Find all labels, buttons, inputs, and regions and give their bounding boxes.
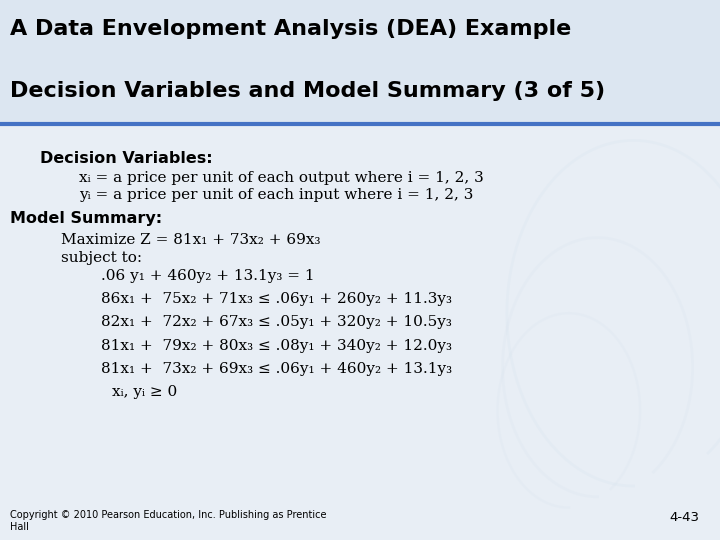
Text: xᵢ, yᵢ ≥ 0: xᵢ, yᵢ ≥ 0 — [112, 385, 177, 399]
Text: Decision Variables:: Decision Variables: — [40, 151, 212, 166]
Text: xᵢ = a price per unit of each output where i = 1, 2, 3: xᵢ = a price per unit of each output whe… — [79, 171, 484, 185]
Text: subject to:: subject to: — [61, 251, 143, 265]
Text: Copyright © 2010 Pearson Education, Inc. Publishing as Prentice
Hall: Copyright © 2010 Pearson Education, Inc.… — [10, 510, 327, 532]
Text: 86x₁ +  75x₂ + 71x₃ ≤ .06y₁ + 260y₂ + 11.3y₃: 86x₁ + 75x₂ + 71x₃ ≤ .06y₁ + 260y₂ + 11.… — [101, 292, 452, 306]
Text: 81x₁ +  79x₂ + 80x₃ ≤ .08y₁ + 340y₂ + 12.0y₃: 81x₁ + 79x₂ + 80x₃ ≤ .08y₁ + 340y₂ + 12.… — [101, 339, 452, 353]
Text: 82x₁ +  72x₂ + 67x₃ ≤ .05y₁ + 320y₂ + 10.5y₃: 82x₁ + 72x₂ + 67x₃ ≤ .05y₁ + 320y₂ + 10.… — [101, 315, 451, 329]
Text: .06 y₁ + 460y₂ + 13.1y₃ = 1: .06 y₁ + 460y₂ + 13.1y₃ = 1 — [101, 269, 315, 283]
Text: 4-43: 4-43 — [670, 511, 700, 524]
Text: Maximize Z = 81x₁ + 73x₂ + 69x₃: Maximize Z = 81x₁ + 73x₂ + 69x₃ — [61, 233, 320, 247]
Text: Decision Variables and Model Summary (3 of 5): Decision Variables and Model Summary (3 … — [10, 81, 606, 101]
Text: 81x₁ +  73x₂ + 69x₃ ≤ .06y₁ + 460y₂ + 13.1y₃: 81x₁ + 73x₂ + 69x₃ ≤ .06y₁ + 460y₂ + 13.… — [101, 362, 452, 376]
Text: Model Summary:: Model Summary: — [10, 211, 162, 226]
Text: yᵢ = a price per unit of each input where i = 1, 2, 3: yᵢ = a price per unit of each input wher… — [79, 188, 474, 202]
Text: A Data Envelopment Analysis (DEA) Example: A Data Envelopment Analysis (DEA) Exampl… — [10, 19, 572, 39]
